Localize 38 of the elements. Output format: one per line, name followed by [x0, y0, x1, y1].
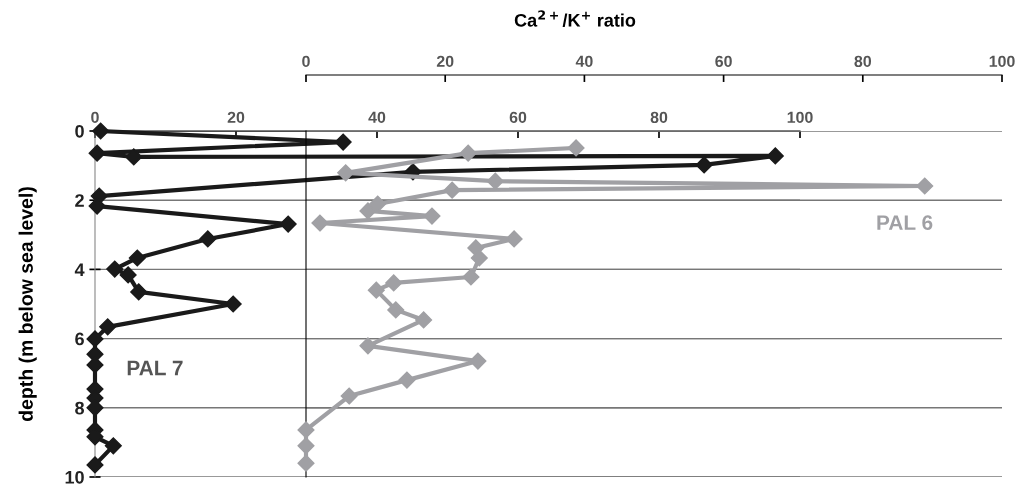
point [334, 133, 352, 151]
x-tick-label: 40 [368, 111, 386, 123]
x-tick-label: 100 [787, 111, 813, 123]
y-tick-label: 8 [75, 401, 85, 415]
point [99, 318, 117, 336]
point [86, 456, 104, 474]
point [86, 330, 104, 348]
point [119, 266, 137, 284]
x-tick-label: 80 [650, 111, 668, 123]
x2-tick-label: 20 [436, 55, 454, 68]
point [199, 230, 217, 248]
point [106, 260, 124, 278]
point [695, 156, 713, 174]
x2-axis-title: Ca$^{2+}$/K$^{+}$ ratio [514, 10, 636, 27]
y-tick-label: 10 [65, 470, 84, 484]
x-tick-label: 60 [509, 111, 527, 123]
x2-tick-label: 80 [854, 55, 872, 68]
y-tick-label: 4 [74, 263, 85, 276]
point [279, 215, 297, 233]
x-tick-label: 20 [227, 111, 245, 123]
point [88, 144, 106, 162]
x2-tick-label: 0 [302, 55, 310, 68]
x-tick-label: 0 [91, 111, 99, 123]
series-label: PAL 7 [127, 360, 183, 376]
y-axis-title: depth (m below sea level) [18, 187, 37, 421]
y-tick-label: 6 [75, 332, 84, 346]
y-tick-label: 2 [75, 194, 84, 207]
legend-label: PAL 6 [877, 215, 933, 231]
point [128, 249, 146, 267]
point [125, 148, 143, 166]
x2-tick-label: 40 [575, 55, 593, 68]
y-tick-label: 0 [75, 124, 84, 138]
x2-tick-label: 60 [715, 55, 732, 68]
point [104, 437, 122, 455]
point [92, 122, 110, 140]
point [130, 283, 148, 301]
point [766, 147, 784, 165]
x2-tick-label: 100 [989, 55, 1015, 68]
